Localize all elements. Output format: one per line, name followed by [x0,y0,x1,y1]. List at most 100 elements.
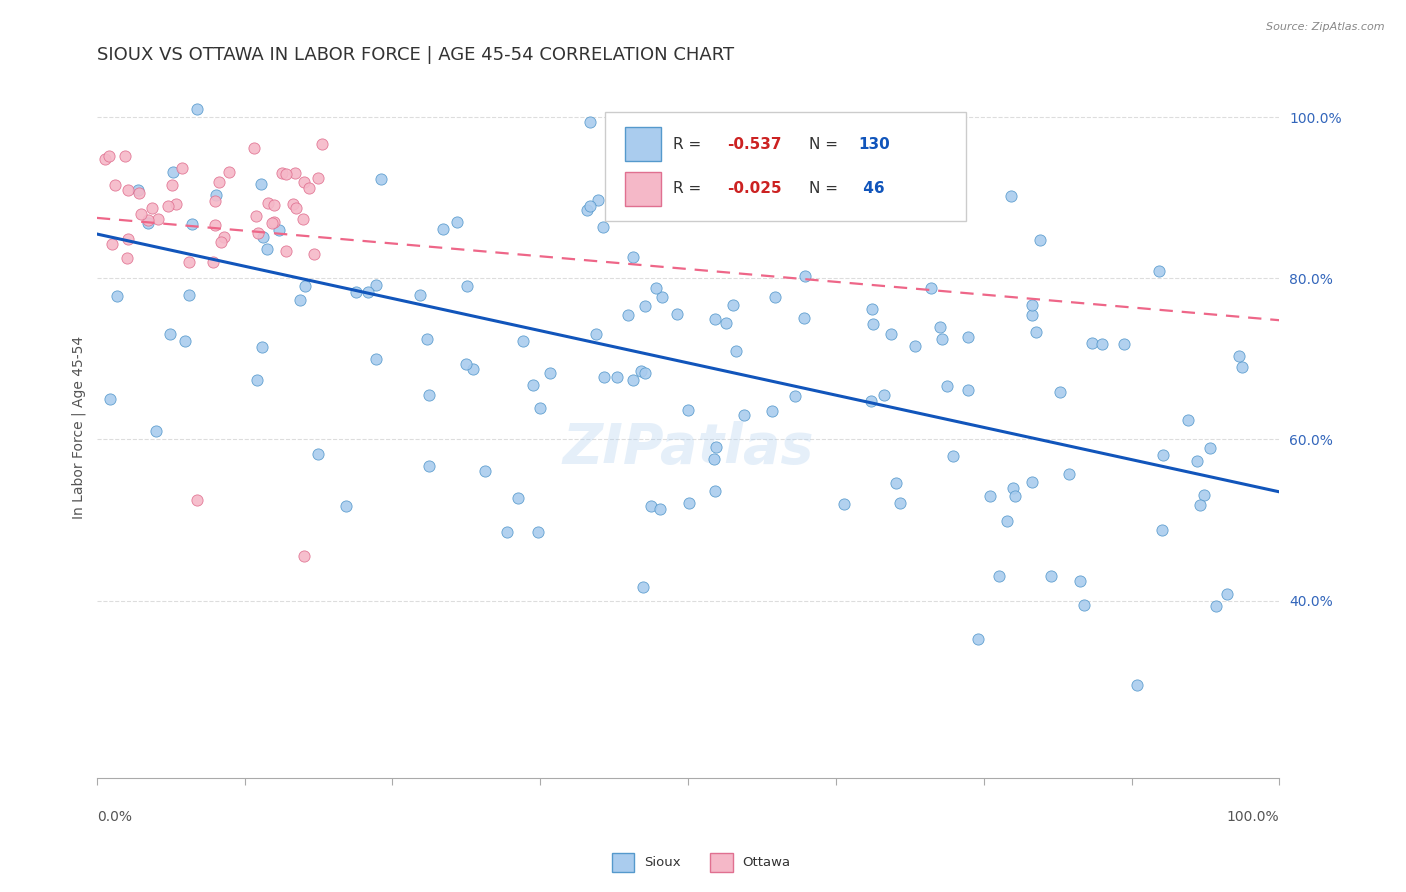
Point [967,632,990,647]
Point [1230,359,1253,374]
Point [592,219,614,234]
Point [578,199,600,213]
Point [174,334,197,348]
Text: 46: 46 [859,181,884,196]
Point [104,178,127,192]
Point [285,202,308,216]
Point [204,188,226,202]
Point [793,268,815,283]
Point [257,195,280,210]
Point [631,580,654,594]
Point [409,288,432,302]
Point [98,148,121,162]
Point [889,496,911,510]
Point [1185,454,1208,468]
FancyBboxPatch shape [626,128,661,161]
Point [1021,308,1043,322]
Point [1205,599,1227,614]
Point [704,483,727,498]
Point [623,373,645,387]
Point [651,290,673,304]
Point [262,217,284,231]
Point [703,311,725,326]
Point [249,177,271,191]
Text: Ottawa: Ottawa [742,856,790,869]
Point [1198,442,1220,456]
Point [177,255,200,269]
Point [630,364,652,378]
Text: R =: R = [673,181,706,196]
Point [263,197,285,211]
Text: -0.537: -0.537 [727,136,782,152]
Point [538,366,561,380]
Point [648,501,671,516]
Point [634,299,657,313]
Text: SIOUX VS OTTAWA IN LABOR FORCE | AGE 45-54 CORRELATION CHART: SIOUX VS OTTAWA IN LABOR FORCE | AGE 45-… [97,46,734,64]
Point [725,343,748,358]
Point [527,525,550,540]
Point [247,226,270,240]
Point [1147,264,1170,278]
Point [246,373,269,387]
Point [186,492,208,507]
Point [995,514,1018,528]
Y-axis label: In Labor Force | Age 45-54: In Labor Force | Age 45-54 [72,335,86,519]
Point [357,285,380,299]
Text: N =: N = [808,136,842,152]
Point [294,278,316,293]
Point [873,388,896,402]
Point [292,549,315,564]
Point [576,203,599,218]
Point [105,289,128,303]
Point [529,401,551,415]
Point [1091,336,1114,351]
Point [988,569,1011,583]
Point [1039,568,1062,582]
Point [920,281,942,295]
Text: ZIPatlas: ZIPatlas [562,421,814,475]
Text: Source: ZipAtlas.com: Source: ZipAtlas.com [1267,22,1385,32]
Point [678,496,700,510]
Point [245,209,267,223]
Point [1057,467,1080,481]
Point [160,178,183,193]
Point [621,250,644,264]
Point [1216,587,1239,601]
Point [936,378,959,392]
Point [212,230,235,244]
Point [793,311,815,326]
Point [801,181,824,195]
Point [415,333,437,347]
Point [128,186,150,200]
Point [676,402,699,417]
Point [474,464,496,478]
Point [714,316,737,330]
Point [204,194,226,209]
Point [94,152,117,166]
Point [274,167,297,181]
FancyBboxPatch shape [606,112,966,220]
Point [578,115,600,129]
Point [157,199,180,213]
Point [136,213,159,227]
Point [703,452,725,467]
Point [274,244,297,258]
Point [186,102,208,116]
Point [617,308,640,322]
Point [136,216,159,230]
Point [298,180,321,194]
Point [1073,598,1095,612]
Text: 0.0%: 0.0% [97,810,132,824]
Point [456,279,478,293]
Point [586,193,609,207]
Point [159,327,181,342]
Point [114,149,136,163]
FancyBboxPatch shape [626,172,661,206]
Text: Sioux: Sioux [644,856,681,869]
Point [862,317,884,331]
Point [117,183,139,197]
Point [1001,481,1024,495]
Point [666,308,689,322]
Point [522,378,544,392]
Point [370,171,392,186]
